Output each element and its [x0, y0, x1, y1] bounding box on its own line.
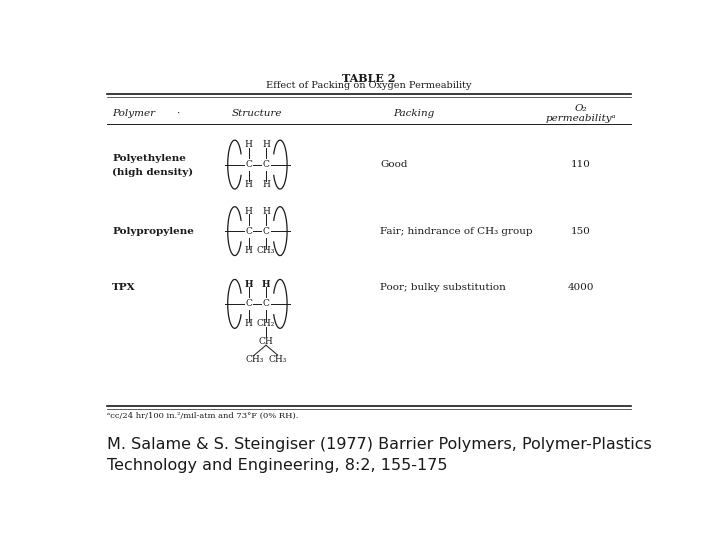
Text: H: H [245, 180, 253, 189]
Text: CH: CH [258, 336, 274, 346]
Text: C: C [263, 227, 269, 235]
Text: Structure: Structure [232, 109, 283, 118]
Text: C: C [246, 299, 252, 308]
Text: ·: · [176, 109, 180, 118]
Text: H: H [262, 140, 270, 149]
Text: CH₃: CH₃ [257, 246, 275, 255]
Text: Effect of Packing on Oxygen Permeability: Effect of Packing on Oxygen Permeability [266, 82, 472, 90]
Text: H: H [245, 207, 253, 216]
Text: H: H [245, 319, 253, 328]
Text: H: H [245, 140, 253, 149]
Text: H: H [245, 246, 253, 255]
Text: M. Salame & S. Steingiser (1977) Barrier Polymers, Polymer-Plastics
Technology a: M. Salame & S. Steingiser (1977) Barrier… [107, 437, 652, 473]
Text: ᵃcc/24 hr/100 in.²/mil-atm and 73°F (0% RH).: ᵃcc/24 hr/100 in.²/mil-atm and 73°F (0% … [107, 412, 298, 420]
Text: permeabilityᵃ: permeabilityᵃ [546, 114, 616, 123]
Text: O₂: O₂ [575, 104, 588, 113]
Text: 150: 150 [571, 227, 591, 235]
Text: Good: Good [380, 160, 408, 169]
Text: C: C [246, 160, 252, 169]
Text: CH₂: CH₂ [257, 319, 275, 328]
Text: Packing: Packing [393, 109, 434, 118]
Text: 4000: 4000 [568, 283, 594, 292]
Text: (high density): (high density) [112, 168, 194, 178]
Text: Fair; hindrance of CH₃ group: Fair; hindrance of CH₃ group [380, 227, 533, 235]
Text: Poor; bulky substitution: Poor; bulky substitution [380, 283, 506, 292]
Text: H: H [262, 180, 270, 189]
Text: C: C [263, 160, 269, 169]
Text: H: H [262, 280, 270, 288]
Text: CH₃: CH₃ [245, 355, 264, 364]
Text: Polyethylene: Polyethylene [112, 154, 186, 163]
Text: CH₃: CH₃ [269, 355, 287, 364]
Text: C: C [263, 299, 269, 308]
Text: Polymer: Polymer [112, 109, 156, 118]
Text: C: C [246, 227, 252, 235]
Text: H: H [262, 207, 270, 216]
Text: H: H [245, 280, 253, 288]
Text: 110: 110 [571, 160, 591, 169]
Text: Polypropylene: Polypropylene [112, 227, 194, 235]
Text: TPX: TPX [112, 283, 136, 292]
Text: TABLE 2: TABLE 2 [342, 73, 396, 84]
